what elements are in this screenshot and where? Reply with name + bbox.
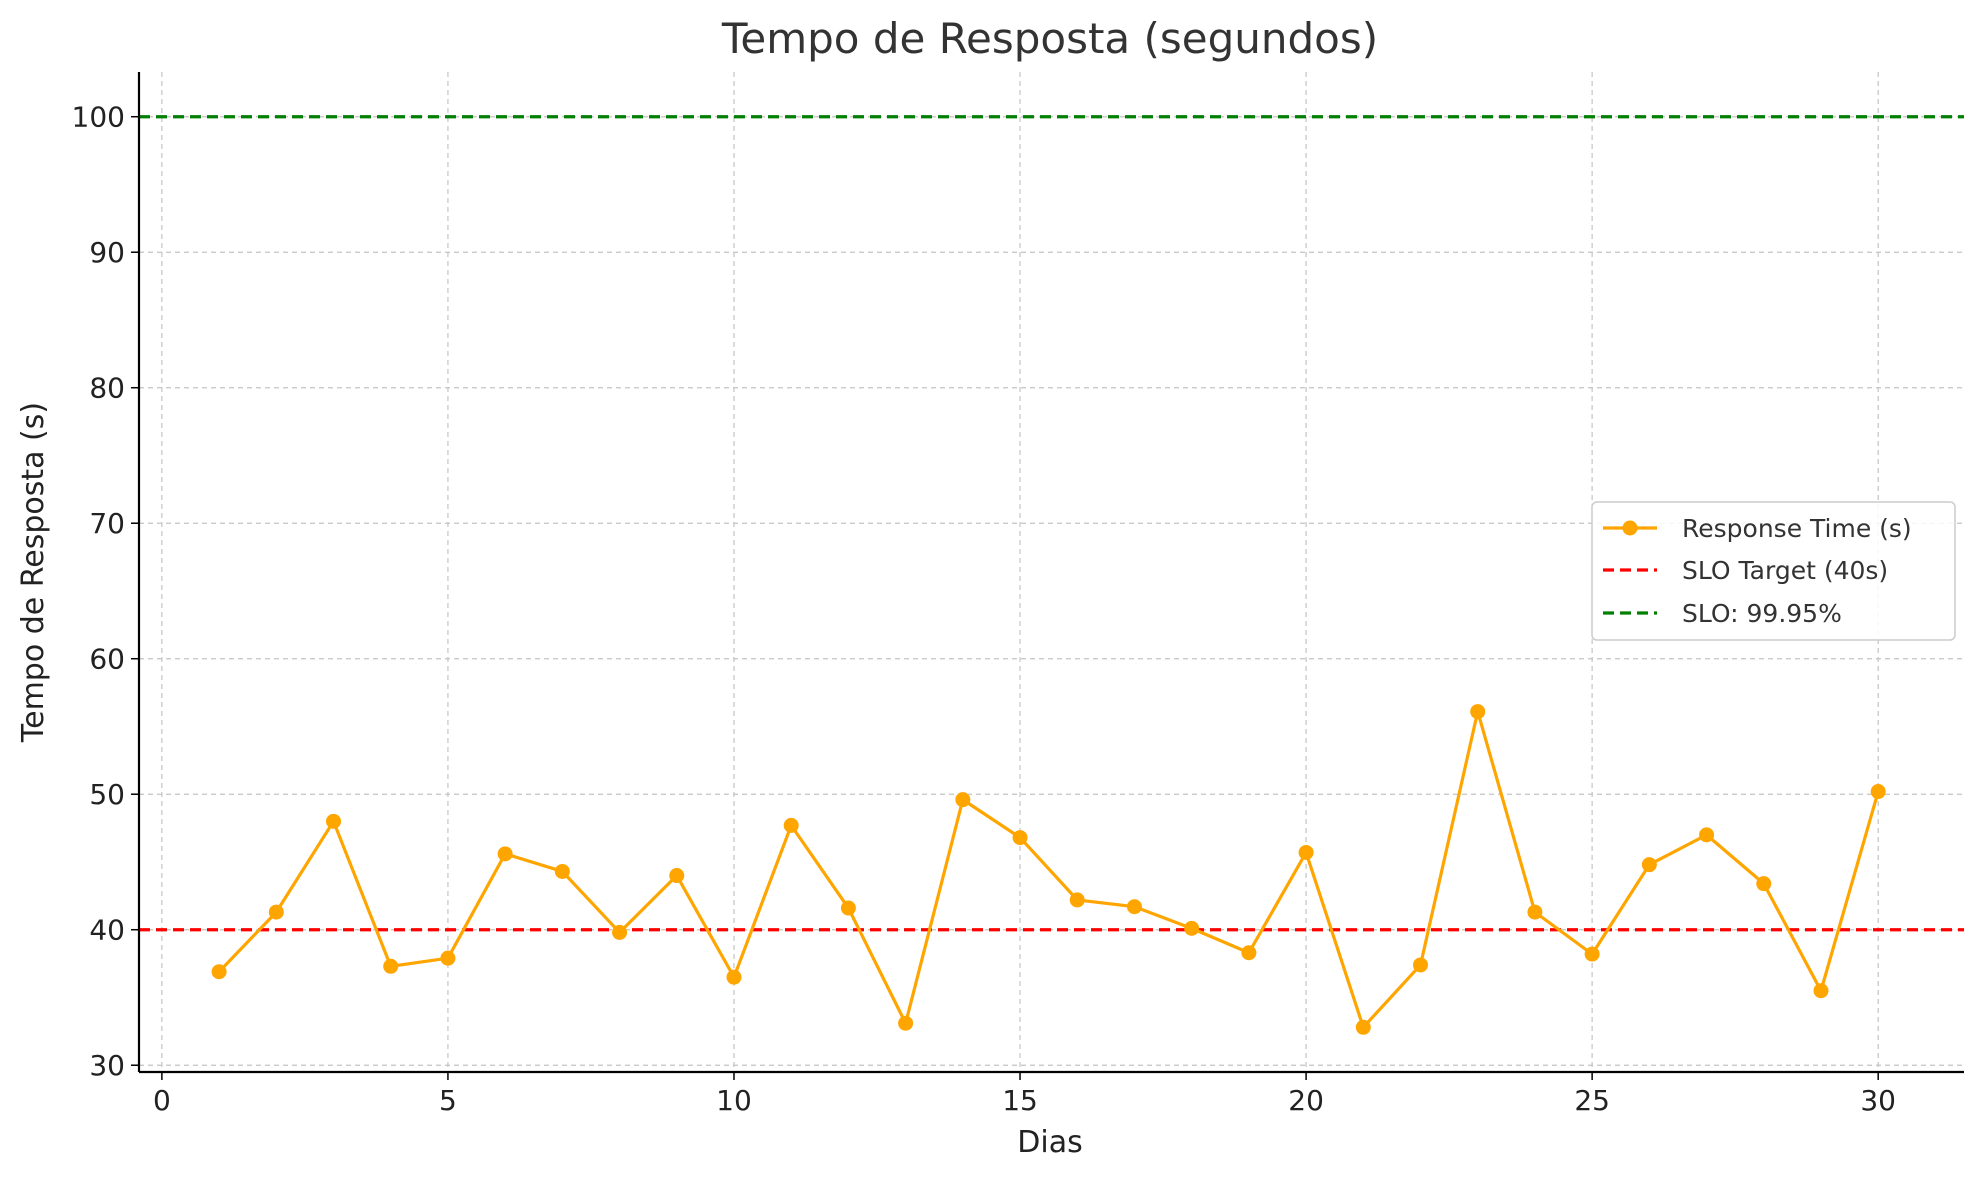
response-time-point xyxy=(840,900,856,916)
response-time-point xyxy=(1184,920,1200,936)
response-time-point xyxy=(383,958,399,974)
response-time-point xyxy=(612,924,628,940)
response-time-point xyxy=(1641,857,1657,873)
legend-item-slo: SLO: 99.95% xyxy=(1603,599,1842,628)
axes xyxy=(137,72,1964,1074)
response-time-point xyxy=(1012,830,1028,846)
legend-item-slo-target: SLO Target (40s) xyxy=(1603,556,1888,585)
legend-marker-response-time xyxy=(1622,520,1638,536)
response-time-point xyxy=(1126,899,1142,915)
response-time-point xyxy=(1813,983,1829,999)
y-tick-label: 60 xyxy=(89,643,125,676)
legend-label-slo: SLO: 99.95% xyxy=(1682,599,1842,628)
response-time-point xyxy=(1470,704,1486,720)
response-time-point xyxy=(1355,1019,1371,1035)
x-tick-label: 20 xyxy=(1288,1084,1324,1117)
legend-box xyxy=(1591,501,1956,641)
response-time-point xyxy=(783,817,799,833)
y-tick-label: 40 xyxy=(89,914,125,947)
response-time-point xyxy=(1756,876,1772,892)
response-time-point xyxy=(1413,957,1429,973)
series-layer xyxy=(139,115,1964,1035)
response-time-point xyxy=(726,969,742,985)
y-tick-label: 80 xyxy=(89,372,125,405)
response-time-point xyxy=(669,868,685,884)
legend-label-slo-target: SLO Target (40s) xyxy=(1682,556,1888,585)
x-tick-label: 10 xyxy=(716,1084,752,1117)
response-time-point xyxy=(898,1015,914,1031)
x-tick-label: 0 xyxy=(153,1084,171,1117)
y-tick-label: 90 xyxy=(89,236,125,269)
response-time-point xyxy=(1699,827,1715,843)
legend-label-response-time: Response Time (s) xyxy=(1682,514,1912,543)
response-time-point xyxy=(554,863,570,879)
legend-item-response-time: Response Time (s) xyxy=(1603,514,1912,543)
x-tick-label: 30 xyxy=(1860,1084,1896,1117)
x-tick-label: 15 xyxy=(1002,1084,1038,1117)
x-tick-label: 5 xyxy=(439,1084,457,1117)
ticks: 0 5 10 15 20 25 30 30 40 50 60 70 80 90 100 xyxy=(72,101,1896,1117)
grid xyxy=(139,72,1964,1072)
y-tick-label: 50 xyxy=(89,778,125,811)
response-time-point xyxy=(211,964,227,980)
response-time-point xyxy=(1069,892,1085,908)
response-time-point xyxy=(1241,945,1257,961)
y-tick-label: 30 xyxy=(89,1049,125,1082)
x-axis-label: Dias xyxy=(1017,1125,1082,1160)
response-time-point xyxy=(440,950,456,966)
response-time-point xyxy=(1527,904,1543,920)
x-tick-label: 25 xyxy=(1574,1084,1610,1117)
y-tick-label: 70 xyxy=(89,507,125,540)
response-time-point xyxy=(955,792,971,808)
legend: Response Time (s) SLO Target (40s) SLO: … xyxy=(1591,501,1956,641)
response-time-point xyxy=(1584,946,1600,962)
response-time-point xyxy=(268,904,284,920)
response-time-point xyxy=(497,846,513,862)
response-time-line xyxy=(217,709,1880,1029)
response-time-point xyxy=(1870,784,1886,800)
response-time-point xyxy=(326,813,342,829)
response-time-point xyxy=(1298,844,1314,860)
y-tick-label: 100 xyxy=(72,101,125,134)
y-axis-label: Tempo de Resposta (s) xyxy=(16,402,51,743)
chart-title: Tempo de Resposta (segundos) xyxy=(721,14,1378,63)
